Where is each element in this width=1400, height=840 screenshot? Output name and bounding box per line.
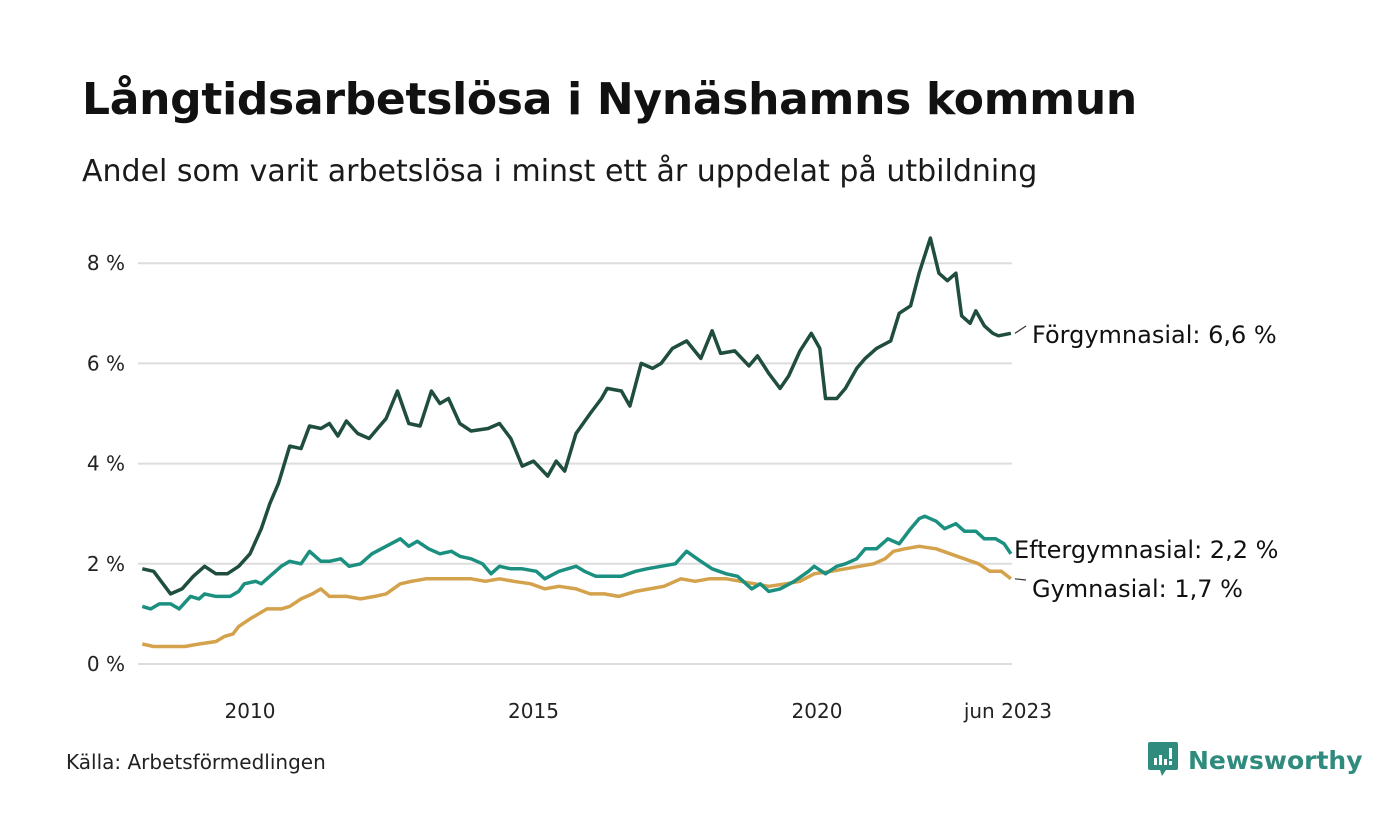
series-line-eftergymnasial <box>141 514 1013 611</box>
newsworthy-logo-text: Newsworthy <box>1188 745 1363 775</box>
y-tick-label: 0 % <box>87 652 125 676</box>
series-line-gymnasial <box>141 544 1012 649</box>
newsworthy-logo: Newsworthy <box>1148 742 1363 778</box>
x-tick-label: 2020 <box>792 699 843 723</box>
newsworthy-logo-icon <box>1148 742 1178 776</box>
x-tick-label: 2010 <box>225 699 276 723</box>
y-tick-label: 6 % <box>87 351 125 375</box>
y-axis-ticks: 0 % 2 % 4 % 6 % 8 % <box>87 251 125 676</box>
x-tick-label: jun 2023 <box>963 699 1052 723</box>
y-tick-label: 8 % <box>87 251 125 275</box>
series-labels: Förgymnasial: 6,6 % Eftergymnasial: 2,2 … <box>1014 321 1278 603</box>
x-axis-ticks: 2010 2015 2020 jun 2023 <box>225 699 1052 723</box>
source-note: Källa: Arbetsförmedlingen <box>66 750 326 774</box>
y-tick-label: 4 % <box>87 452 125 476</box>
x-tick-label: 2015 <box>508 699 559 723</box>
gridlines <box>138 262 1012 665</box>
chart-title: Långtidsarbetslösa i Nynäshamns kommun <box>82 74 1137 125</box>
chart-subtitle: Andel som varit arbetslösa i minst ett å… <box>82 154 1038 189</box>
label-leader-line <box>1014 578 1027 581</box>
y-tick-label: 2 % <box>87 552 125 576</box>
series-line-forgymnasial <box>141 236 1012 596</box>
series-lines <box>141 236 1013 649</box>
label-leader-line <box>1014 325 1027 334</box>
series-label-forgymnasial: Förgymnasial: 6,6 % <box>1032 321 1277 349</box>
series-label-gymnasial: Gymnasial: 1,7 % <box>1032 575 1243 603</box>
series-label-eftergymnasial: Eftergymnasial: 2,2 % <box>1014 536 1278 564</box>
